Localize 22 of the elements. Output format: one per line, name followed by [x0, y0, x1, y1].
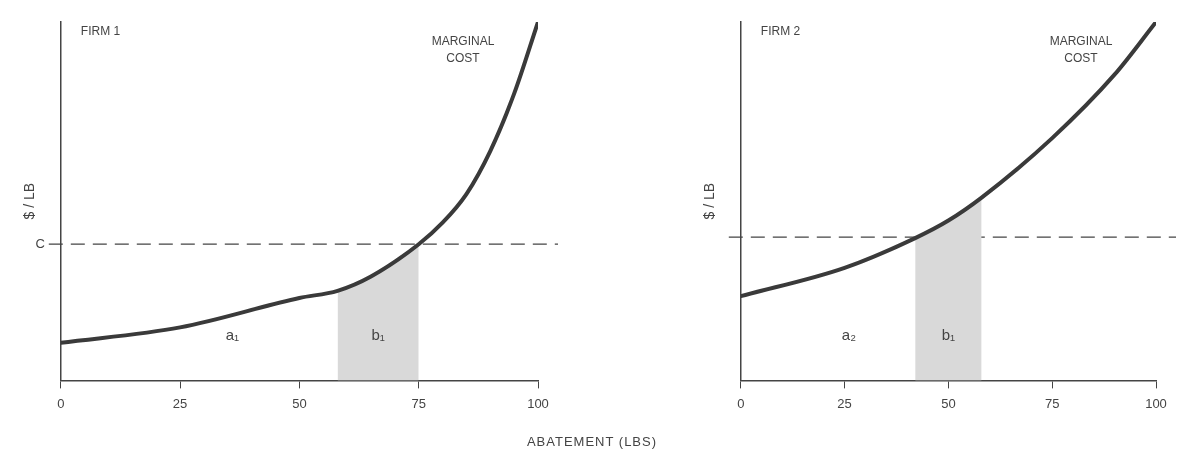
- x-tick-label: 100: [527, 395, 549, 411]
- x-tick-label: 50: [292, 395, 307, 411]
- y-axis-title: $ / LB: [21, 182, 38, 220]
- text: MARGINAL COST: [431, 34, 495, 66]
- x-tick-label: 75: [411, 395, 426, 411]
- annotation: b₁: [941, 325, 956, 343]
- x-axis-title: ABATEMENT (LBS): [525, 434, 659, 449]
- x-tick-label: 25: [837, 395, 852, 411]
- annotation: b₁: [371, 325, 385, 343]
- chart-title: FIRM 1: [80, 24, 121, 39]
- x-tick-label: 25: [172, 395, 188, 411]
- x-tick-label: 0: [737, 395, 745, 411]
- annotation: a₂: [841, 325, 857, 343]
- series-label: MARGINAL COST: [1049, 34, 1113, 66]
- annotation: a₁: [225, 325, 240, 343]
- ref-line-label: C: [35, 235, 45, 251]
- y-axis-title: $ / LB: [701, 182, 718, 220]
- x-tick-label: 50: [941, 395, 956, 411]
- chart-title: FIRM 2: [760, 24, 801, 39]
- x-tick-label: 100: [1145, 395, 1167, 411]
- x-tick-label: 75: [1044, 395, 1060, 411]
- x-tick-label: 0: [57, 395, 65, 411]
